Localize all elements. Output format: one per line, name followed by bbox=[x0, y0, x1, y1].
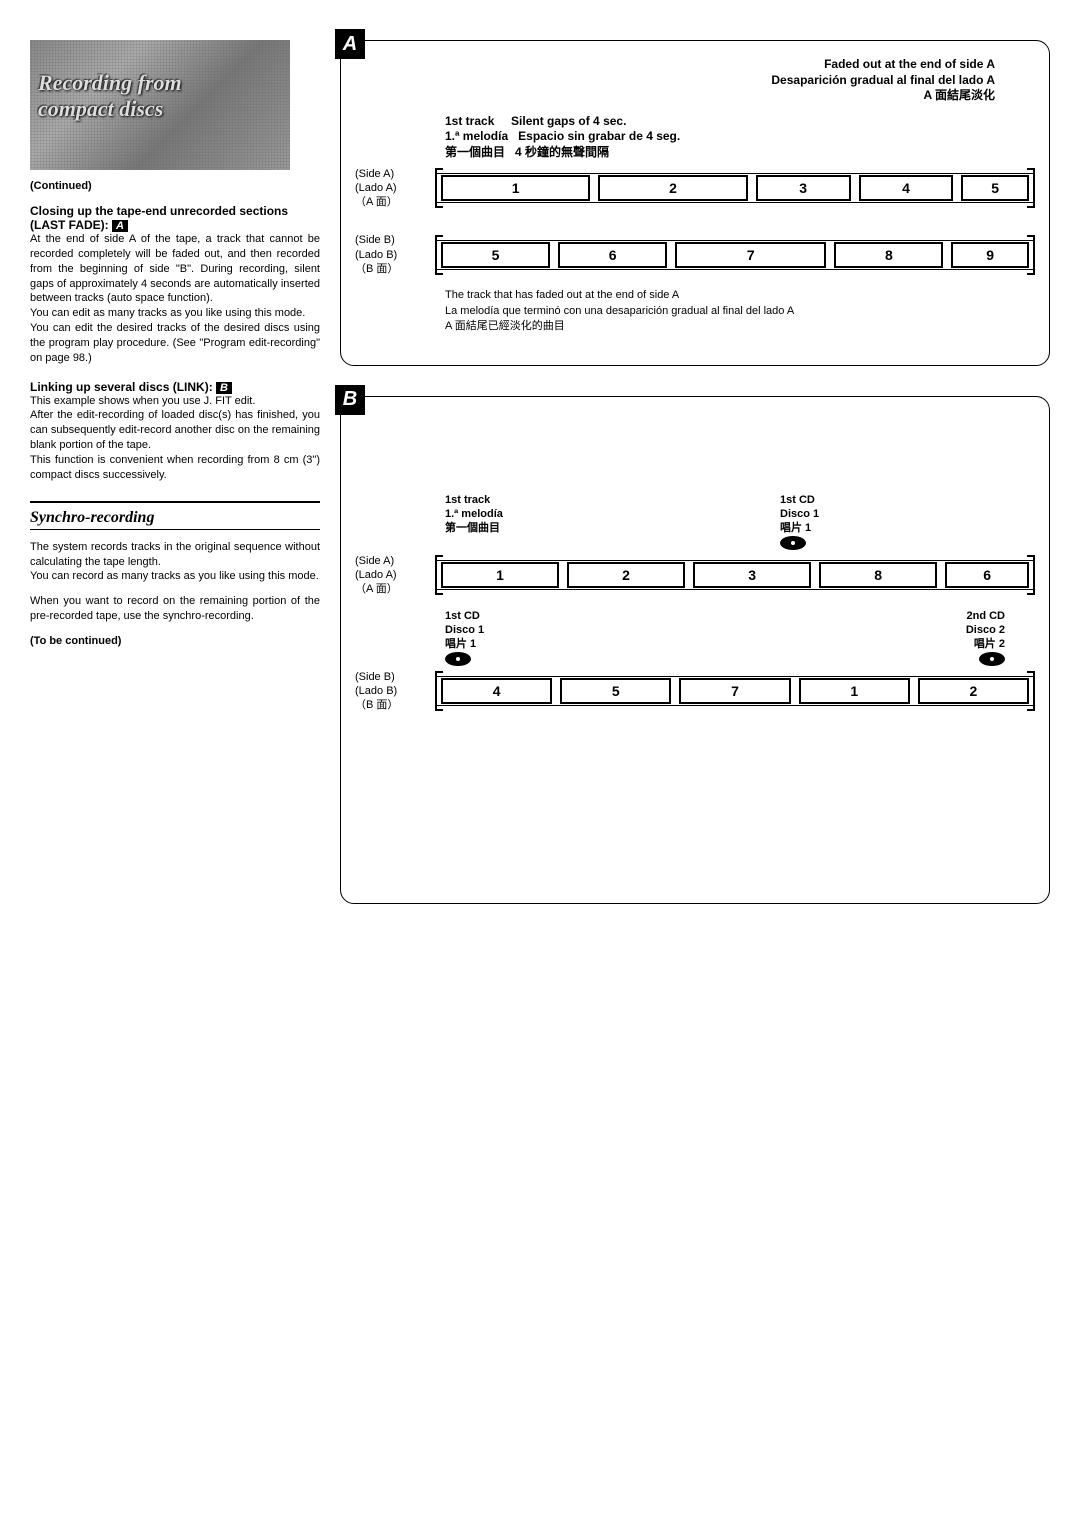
side-a-label: (Side A) (Lado A) （A 面） bbox=[355, 167, 435, 210]
diag-b-top-annot: 1st track 1.ª melodía 第一個曲目 1st CD Disco… bbox=[445, 493, 1035, 550]
link-p2: After the edit-recording of loaded disc(… bbox=[30, 408, 320, 453]
side-b-label-b: (Side B) (Lado B) （B 面） bbox=[355, 670, 435, 713]
divider bbox=[30, 501, 320, 503]
continued-label: (Continued) bbox=[30, 180, 320, 192]
link-heading: Linking up several discs (LINK): B bbox=[30, 380, 320, 394]
side-b-label: (Side B) (Lado B) （B 面） bbox=[355, 233, 435, 276]
diagram-a-panel: A Faded out at the end of side A Desapar… bbox=[340, 40, 1050, 366]
lastfade-p3: You can edit the desired tracks of the d… bbox=[30, 321, 320, 366]
track-box: 3 bbox=[756, 175, 851, 201]
diagram-b-panel: B 1st track 1.ª melodía 第一個曲目 1st CD Dis… bbox=[340, 396, 1050, 904]
track-box: 5 bbox=[560, 678, 671, 704]
lastfade-heading: Closing up the tape-end unrecorded secti… bbox=[30, 204, 320, 232]
track-box: 5 bbox=[441, 242, 550, 268]
lastfade-p2: You can edit as many tracks as you like … bbox=[30, 306, 320, 321]
track-box: 1 bbox=[799, 678, 910, 704]
lastfade-p1: At the end of side A of the tape, a trac… bbox=[30, 232, 320, 306]
track-labels-a: 1st track Silent gaps of 4 sec. 1.ª melo… bbox=[445, 114, 1035, 161]
track-box: 7 bbox=[675, 242, 826, 268]
track-box: 1 bbox=[441, 175, 590, 201]
header-image: Recording from compact discs bbox=[30, 40, 290, 170]
diag-b-side-b-row: (Side B) (Lado B) （B 面） 4 5 7 1 2 bbox=[355, 670, 1035, 713]
header-line2: compact discs bbox=[38, 96, 163, 121]
tape-line: 1 2 3 8 6 bbox=[435, 560, 1035, 590]
panel-badge-a: A bbox=[335, 29, 365, 59]
diag-b-side-a-row: (Side A) (Lado A) （A 面） 1 2 3 8 6 bbox=[355, 554, 1035, 597]
diag-a-caption: The track that has faded out at the end … bbox=[445, 288, 1035, 334]
track-box: 1 bbox=[441, 562, 559, 588]
track-box: 8 bbox=[819, 562, 937, 588]
header-title: Recording from compact discs bbox=[38, 70, 182, 123]
track-box: 8 bbox=[834, 242, 943, 268]
header-line1: Recording from bbox=[38, 70, 182, 95]
panel-badge-b: B bbox=[335, 385, 365, 415]
synchro-heading: Synchro-recording bbox=[30, 509, 320, 530]
synchro-p2: You can record as many tracks as you lik… bbox=[30, 569, 320, 584]
cd-icon bbox=[445, 652, 471, 666]
badge-a-inline: A bbox=[112, 220, 128, 232]
tape-line: 1 2 3 4 5 bbox=[435, 173, 1035, 203]
link-p1: This example shows when you use J. FIT e… bbox=[30, 394, 320, 409]
track-box: 6 bbox=[558, 242, 667, 268]
diag-a-side-a-row: (Side A) (Lado A) （A 面） 1 2 3 4 5 bbox=[355, 167, 1035, 210]
tape-line: 4 5 7 1 2 bbox=[435, 676, 1035, 706]
cd-icon bbox=[979, 652, 1005, 666]
track-box: 9 bbox=[951, 242, 1029, 268]
side-a-label-b: (Side A) (Lado A) （A 面） bbox=[355, 554, 435, 597]
diag-a-side-b-row: (Side B) (Lado B) （B 面） 5 6 7 8 9 bbox=[355, 233, 1035, 276]
track-box: 6 bbox=[945, 562, 1029, 588]
to-be-continued: (To be continued) bbox=[30, 634, 320, 649]
track-box: 2 bbox=[598, 175, 747, 201]
diag-b-mid-annot: 1st CD Disco 1 唱片 1 2nd CD Disco 2 唱片 2 bbox=[445, 609, 1035, 666]
link-p3: This function is convenient when recordi… bbox=[30, 453, 320, 483]
track-box: 2 bbox=[918, 678, 1029, 704]
synchro-p3: When you want to record on the remaining… bbox=[30, 594, 320, 624]
fade-out-label: Faded out at the end of side A Desaparic… bbox=[355, 57, 1035, 104]
track-box: 5 bbox=[961, 175, 1029, 201]
badge-b-inline: B bbox=[216, 382, 232, 394]
track-box: 4 bbox=[441, 678, 552, 704]
track-box: 2 bbox=[567, 562, 685, 588]
synchro-p1: The system records tracks in the origina… bbox=[30, 540, 320, 570]
tape-line: 5 6 7 8 9 bbox=[435, 240, 1035, 270]
cd-icon bbox=[780, 536, 806, 550]
track-box: 4 bbox=[859, 175, 954, 201]
track-box: 3 bbox=[693, 562, 811, 588]
track-box: 7 bbox=[679, 678, 790, 704]
